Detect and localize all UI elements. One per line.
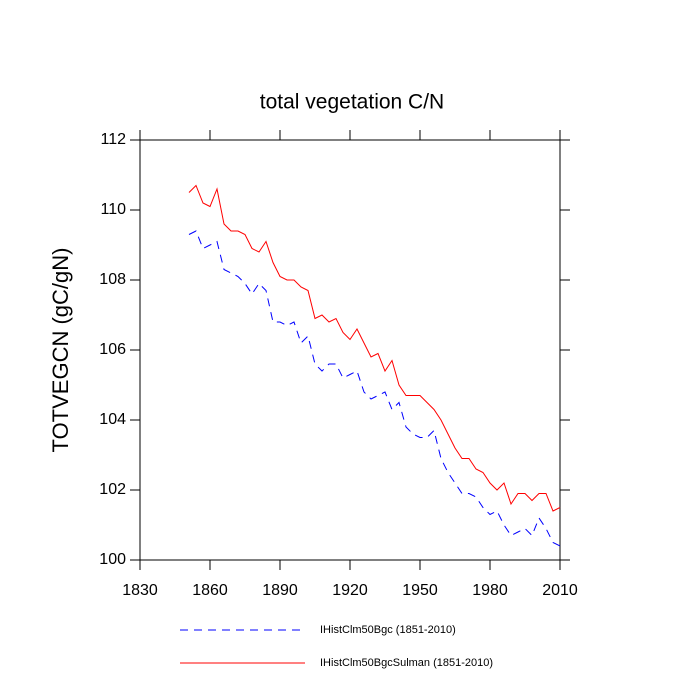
x-tick-label: 1890 — [262, 582, 298, 599]
x-tick-label: 1950 — [402, 582, 438, 599]
x-tick-label: 1920 — [332, 582, 368, 599]
y-axis-label: TOTVEGCN (gC/gN) — [48, 248, 73, 453]
y-tick-label: 108 — [99, 271, 126, 288]
y-tick-label: 106 — [99, 341, 126, 358]
chart-title: total vegetation C/N — [260, 91, 444, 114]
x-tick-label: 1830 — [122, 582, 158, 599]
legend-label: IHistClm50Bgc (1851-2010) — [320, 624, 456, 636]
y-tick-label: 112 — [100, 131, 126, 148]
series-line — [188, 184, 561, 512]
legend-label: IHistClm50BgcSulman (1851-2010) — [320, 657, 493, 669]
x-tick-label: 1860 — [192, 582, 228, 599]
x-tick-label: 2010 — [542, 582, 578, 599]
y-tick-label: 110 — [100, 201, 126, 218]
y-tick-label: 102 — [99, 481, 126, 498]
x-tick-label: 1980 — [472, 582, 508, 599]
series-line — [188, 230, 561, 547]
y-tick-label: 100 — [99, 551, 126, 568]
y-tick-label: 104 — [99, 411, 126, 428]
